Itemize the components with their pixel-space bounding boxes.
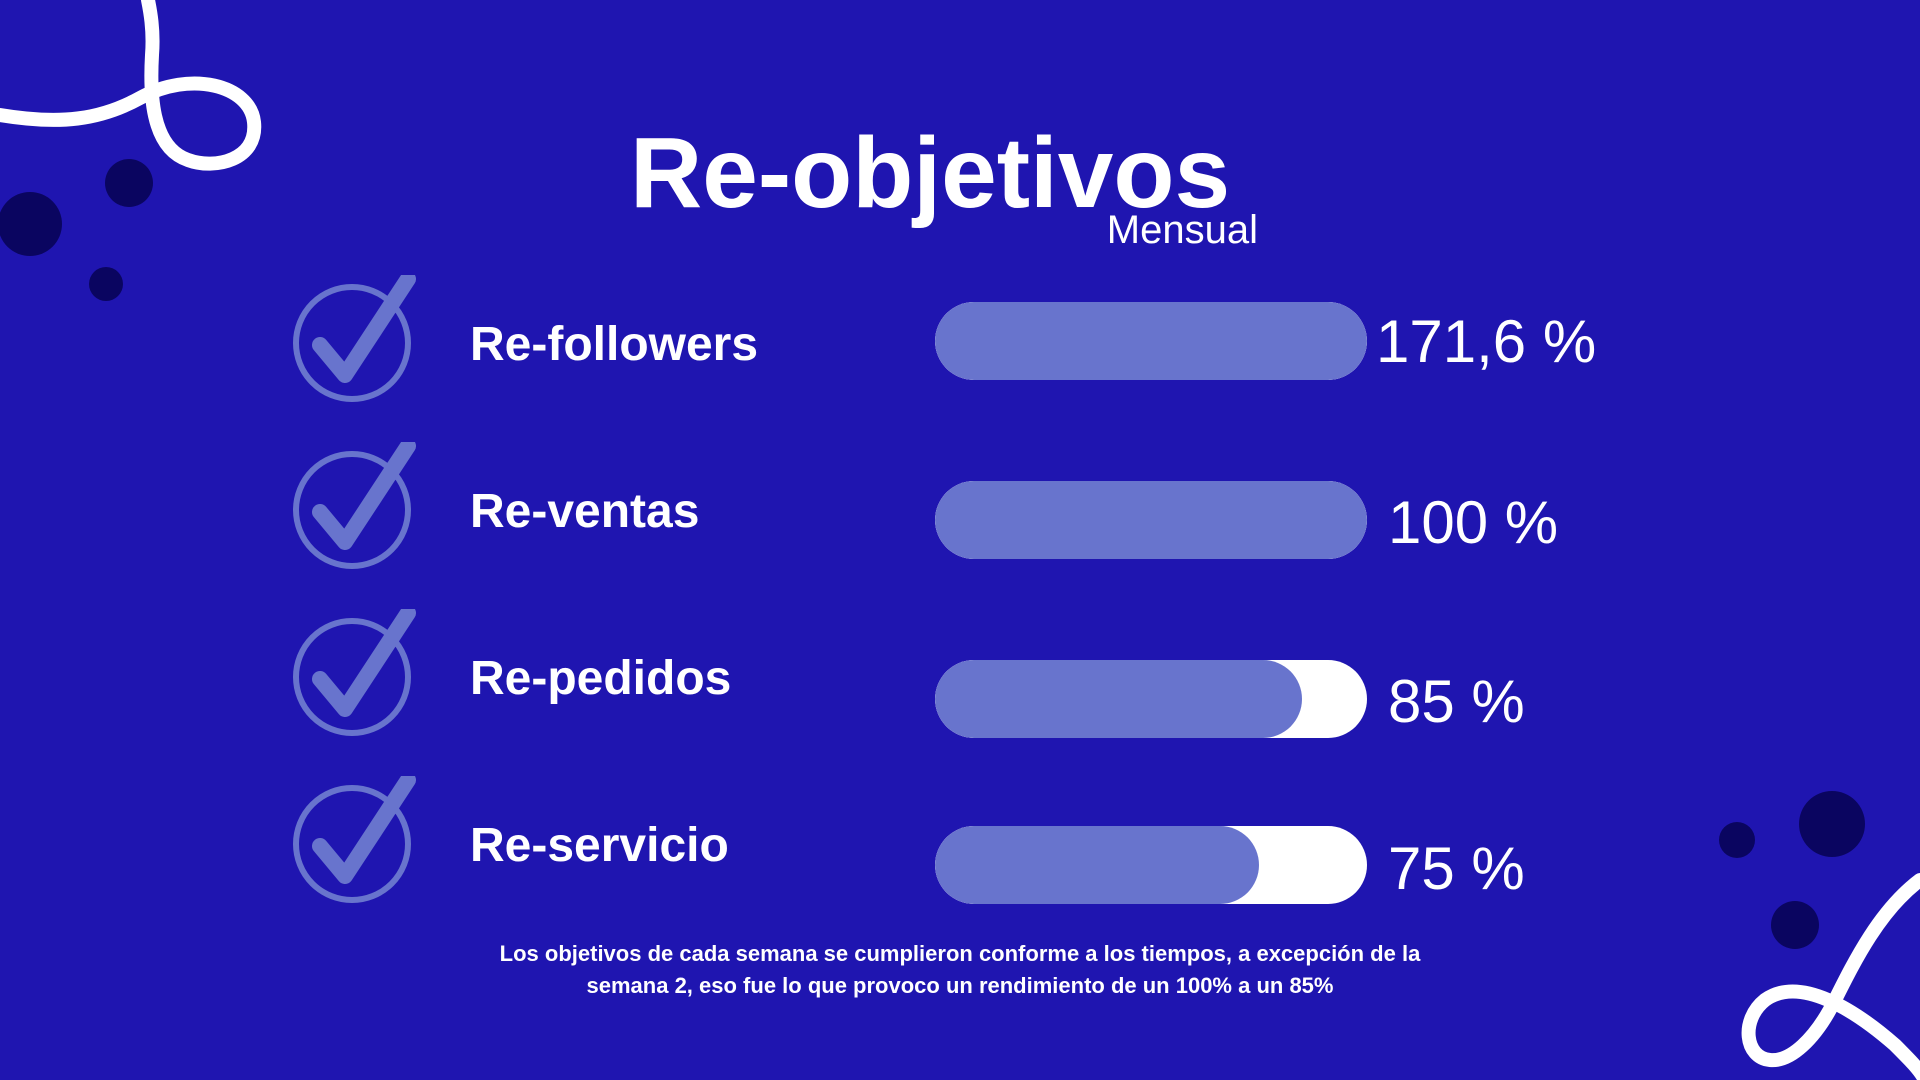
top-left-squiggle	[0, 0, 262, 171]
progress-bar	[935, 660, 1367, 738]
progress-fill	[935, 302, 1367, 380]
check-circle-icon	[293, 442, 416, 569]
check-circle-icon	[293, 609, 416, 736]
metric-value: 171,6 %	[1376, 308, 1597, 375]
metric-row-followers: Re-followers 171,6 %	[0, 275, 1920, 405]
metric-label: Re-followers	[470, 318, 759, 371]
footnote: Los objetivos de cada semana se cumplier…	[400, 938, 1520, 1002]
metric-label: Re-servicio	[470, 819, 729, 872]
dot	[1771, 901, 1819, 949]
metric-row-servicio: Re-servicio 75 %	[0, 776, 1920, 906]
progress-fill	[935, 826, 1259, 904]
dot	[0, 192, 62, 256]
check-circle-icon	[293, 776, 416, 903]
check-circle-icon	[293, 275, 416, 402]
metric-row-pedidos: Re-pedidos 85 %	[0, 609, 1920, 739]
progress-bar	[935, 302, 1367, 380]
bottom-right-squiggle	[1741, 873, 1920, 1080]
metric-label: Re-ventas	[470, 485, 700, 538]
footnote-line: Los objetivos de cada semana se cumplier…	[499, 941, 1421, 966]
progress-fill	[935, 481, 1367, 559]
footnote-line: semana 2, eso fue lo que provoco un rend…	[586, 973, 1334, 998]
metric-row-ventas: Re-ventas 100 %	[0, 442, 1920, 572]
metric-value: 85 %	[1388, 668, 1525, 735]
progress-fill	[935, 660, 1303, 738]
metric-value: 100 %	[1388, 489, 1559, 556]
progress-bar	[935, 826, 1367, 904]
metric-value: 75 %	[1388, 835, 1525, 902]
progress-bar	[935, 481, 1367, 559]
page-subtitle: Mensual	[1106, 208, 1258, 252]
metric-label: Re-pedidos	[470, 652, 732, 705]
dot	[105, 159, 153, 207]
page-title: Re-objetivos	[630, 117, 1231, 229]
